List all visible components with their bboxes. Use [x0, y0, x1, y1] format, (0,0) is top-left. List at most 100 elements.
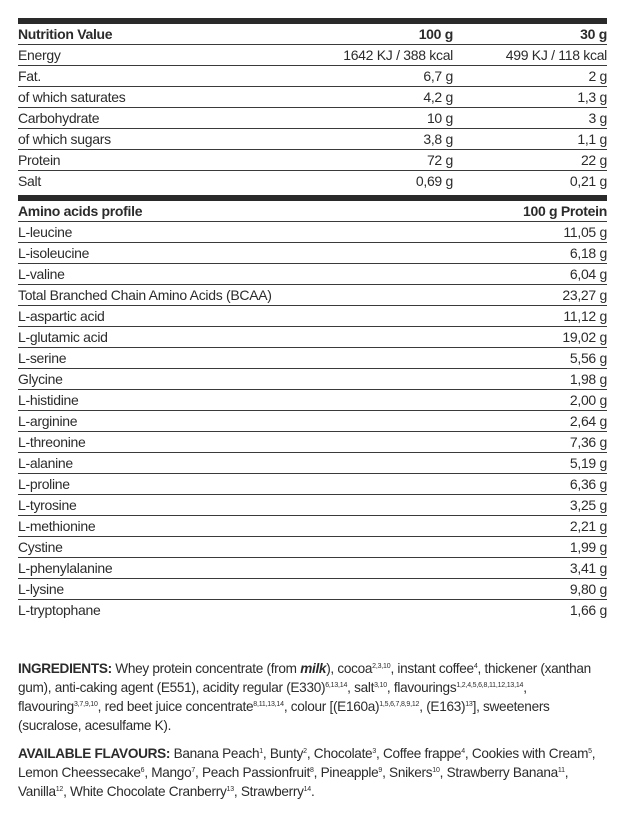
footnote-ref: 8,11,13,14: [253, 701, 284, 708]
amino-acid-name: Cystine: [18, 539, 63, 555]
amino-acid-name: L-leucine: [18, 224, 73, 240]
table-row: Carbohydrate 10 g 3 g: [18, 108, 607, 129]
text-segment: , red beet juice concentrate: [97, 699, 254, 714]
value-30g: 3 g: [588, 110, 607, 126]
table-row: Total Branched Chain Amino Acids (BCAA) 2…: [18, 285, 607, 306]
footnote-ref: 12: [55, 786, 64, 793]
amino-acid-name: L-threonine: [18, 434, 86, 450]
nutrient-name: of which saturates: [18, 89, 126, 105]
value-100g-protein: 2,64 g: [569, 413, 607, 429]
text-segment: , Peach Passionfruit: [195, 765, 310, 780]
text-segment: Banana Peach: [170, 746, 260, 761]
table-row: L-glutamic acid 19,02 g: [18, 327, 607, 348]
amino-acid-name: L-proline: [18, 476, 70, 492]
amino-acid-name: L-tyrosine: [18, 497, 77, 513]
text-segment: , Pineapple: [313, 765, 379, 780]
text-segment: , colour [(E160a): [283, 699, 380, 714]
amino-top-bar: [18, 195, 607, 201]
value-30g: 22 g: [580, 152, 607, 168]
amino-acid-name: L-isoleucine: [18, 245, 90, 261]
ingredients-text: Whey protein concentrate (from milk), co…: [18, 661, 591, 733]
footnote-ref: 4: [461, 748, 465, 755]
amino-acid-name: L-lysine: [18, 581, 64, 597]
amino-acid-name: Glycine: [18, 371, 63, 387]
value-100g: 6,7 g: [423, 68, 453, 84]
footnote-ref: 8: [309, 767, 314, 774]
text-segment: , Mango: [144, 765, 192, 780]
table-row: Fat. 6,7 g 2 g: [18, 66, 607, 87]
allergen-text: milk: [300, 661, 327, 676]
value-100g: 1642 KJ / 388 kcal: [343, 47, 453, 63]
table-row: Energy 1642 KJ / 388 kcal 499 KJ / 118 kca…: [18, 45, 607, 66]
value-100g-protein: 11,05 g: [563, 224, 607, 240]
header-100g-protein: 100 g Protein: [522, 203, 607, 219]
value-100g-protein: 1,66 g: [569, 602, 607, 618]
footnote-ref: 2,3,10: [372, 663, 391, 670]
value-100g-protein: 11,12 g: [563, 308, 607, 324]
nutrient-name: Energy: [18, 47, 61, 63]
text-segment: Whey protein concentrate (from: [111, 661, 301, 676]
header-100g: 100 g: [418, 26, 454, 42]
amino-table: Amino acids profile 100 g Protein L-leuc…: [18, 195, 607, 620]
table-row: Cystine 1,99 g: [18, 537, 607, 558]
nutrition-rows: Energy 1642 KJ / 388 kcal 499 KJ / 118 kca…: [18, 45, 607, 191]
footnote-ref: 6: [140, 767, 145, 774]
footnote-ref: 6,13,14: [325, 682, 348, 689]
text-segment: , Vanilla: [18, 765, 569, 799]
value-30g: 1,1 g: [577, 131, 607, 147]
amino-acid-name: L-glutamic acid: [18, 329, 108, 345]
value-100g: 0,69 g: [415, 173, 453, 189]
nutrient-name: Carbohydrate: [18, 110, 100, 126]
value-100g-protein: 7,36 g: [569, 434, 607, 450]
table-top-bar: [18, 18, 607, 24]
text-segment: , (E163): [419, 699, 466, 714]
text-segment: , Coffee frappe: [376, 746, 462, 761]
text-segment: , Bunty: [262, 746, 304, 761]
amino-acid-name: L-phenylalanine: [18, 560, 113, 576]
footnote-ref: 14: [303, 786, 312, 793]
text-segment: , instant coffee: [390, 661, 474, 676]
table-row: L-tyrosine 3,25 g: [18, 495, 607, 516]
footnote-ref: 9: [378, 767, 383, 774]
header-30g: 30 g: [580, 26, 607, 42]
table-row: L-tryptophane 1,66 g: [18, 600, 607, 620]
text-segment: , thickener (xanthan gum), anti-caking a…: [18, 661, 591, 695]
flavours-label: AVAILABLE FLAVOURS:: [18, 746, 171, 761]
value-100g-protein: 19,02 g: [562, 329, 607, 345]
table-row: L-lysine 9,80 g: [18, 579, 607, 600]
table-row: Salt 0,69 g 0,21 g: [18, 171, 607, 191]
text-segment: , Chocolate: [306, 746, 373, 761]
value-30g: 2 g: [588, 68, 607, 84]
value-30g: 0,21 g: [569, 173, 607, 189]
amino-header-row: Amino acids profile 100 g Protein: [18, 201, 607, 222]
footnote-ref: 1,5,6,7,8,9,12: [379, 701, 420, 708]
text-segment: ), cocoa: [326, 661, 373, 676]
flavours-paragraph: AVAILABLE FLAVOURS: Banana Peach1, Bunty…: [18, 744, 610, 801]
table-row: L-aspartic acid 11,12 g: [18, 306, 607, 327]
value-100g-protein: 3,25 g: [569, 497, 607, 513]
footnote-ref: 3: [372, 748, 377, 755]
amino-acid-name: L-methionine: [18, 518, 96, 534]
amino-acid-name: Total Branched Chain Amino Acids (BCAA): [18, 287, 272, 303]
table-row: L-isoleucine 6,18 g: [18, 243, 607, 264]
footnote-ref: 3,7,9,10: [73, 701, 98, 708]
value-100g: 3,8 g: [423, 131, 453, 147]
value-30g: 1,3 g: [577, 89, 607, 105]
text-segment: , Lemon Cheessecake: [18, 746, 596, 780]
value-100g-protein: 2,00 g: [569, 392, 607, 408]
text-segment: , salt: [347, 680, 375, 695]
value-100g-protein: 5,19 g: [569, 455, 607, 471]
nutrient-name: Salt: [18, 173, 41, 189]
amino-acid-name: L-arginine: [18, 413, 78, 429]
nutrition-table: Nutrition Value 100 g 30 g Energy 1642 KJ…: [18, 18, 607, 191]
footnote-ref: 2: [303, 748, 307, 755]
footnote-ref: 3,10: [374, 682, 387, 689]
text-segment: , Strawberry: [233, 784, 304, 799]
table-row: Protein 72 g 22 g: [18, 150, 607, 171]
text-segment: , Strawberry Banana: [439, 765, 559, 780]
value-100g-protein: 3,41 g: [569, 560, 607, 576]
table-row: L-phenylalanine 3,41 g: [18, 558, 607, 579]
ingredients-paragraph: INGREDIENTS: Whey protein concentrate (f…: [18, 659, 610, 735]
value-100g-protein: 23,27 g: [562, 287, 607, 303]
table-row: L-alanine 5,19 g: [18, 453, 607, 474]
